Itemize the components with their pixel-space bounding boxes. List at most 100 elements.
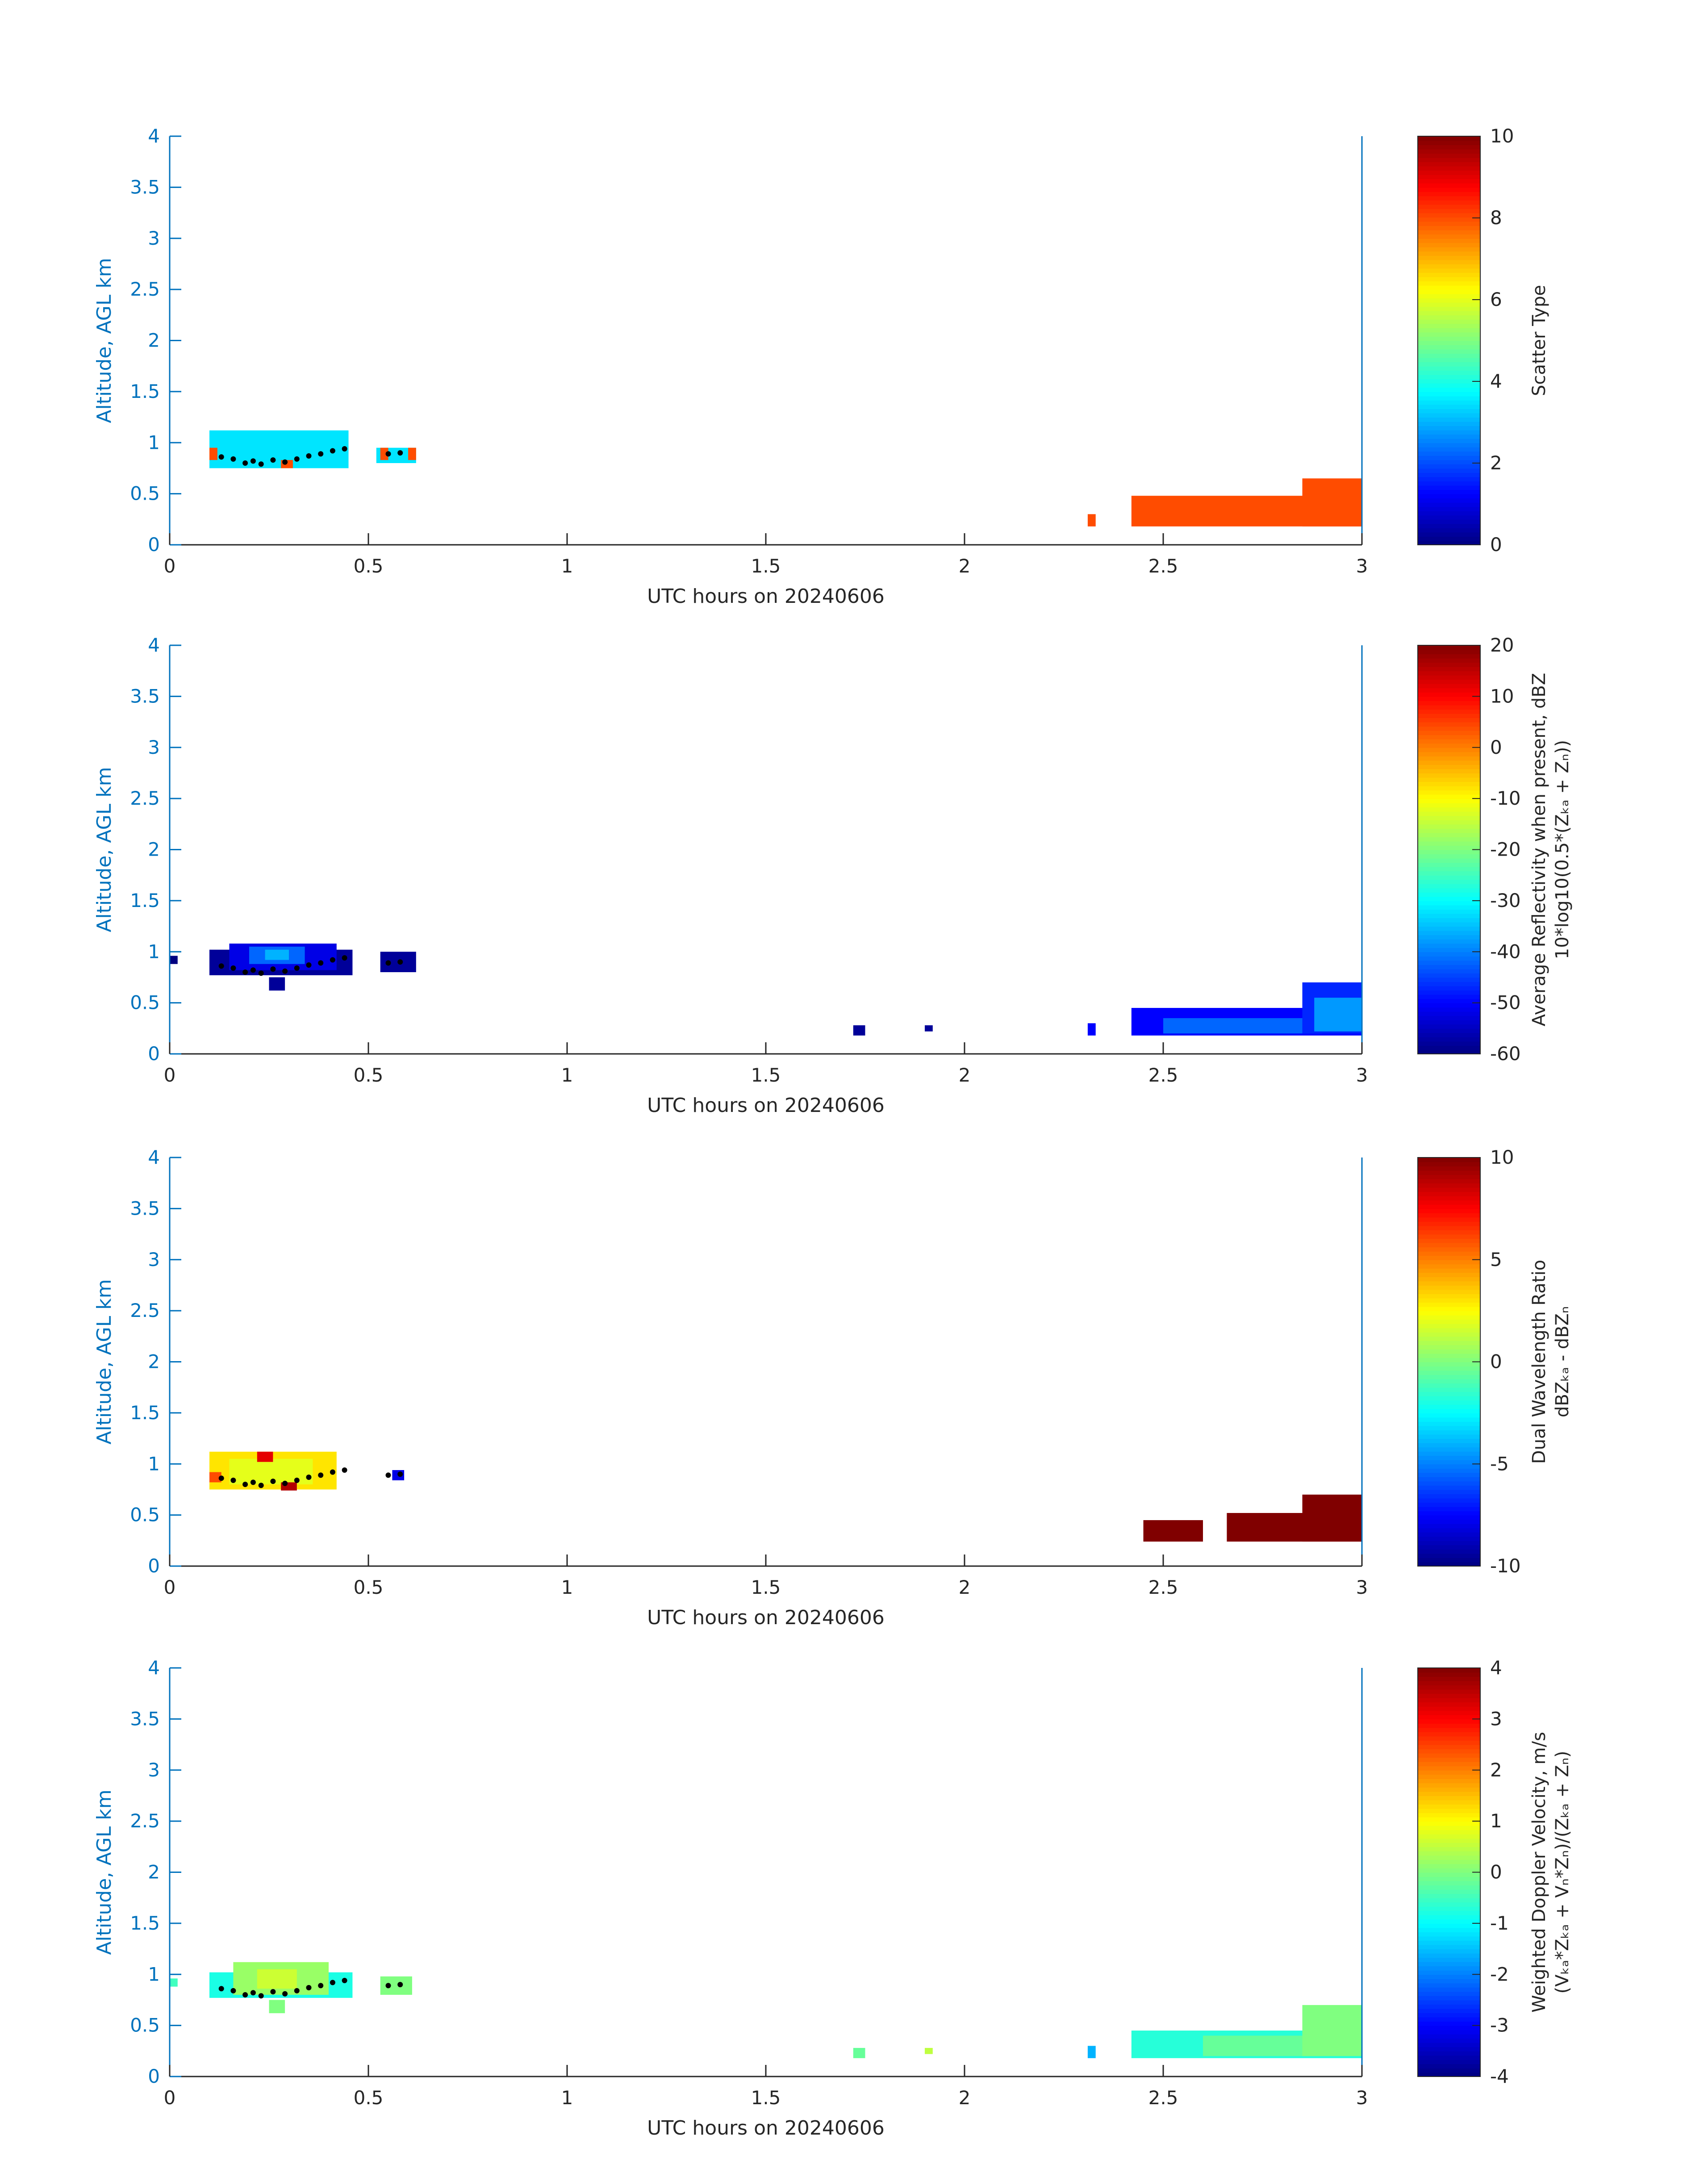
colorbar-segment — [1418, 1225, 1480, 1231]
cloud-base-point — [294, 456, 300, 462]
colorbar-segment — [1418, 781, 1480, 786]
colorbar-segment — [1418, 1808, 1480, 1813]
colorbar-segment — [1418, 523, 1480, 528]
colorbar-segment — [1418, 1015, 1480, 1020]
colorbar-segment — [1418, 179, 1480, 184]
colorbar-segment — [1418, 1830, 1480, 1834]
colorbar-segment — [1418, 2038, 1480, 2043]
x-tick-label: 0 — [164, 2087, 176, 2109]
colorbar-segment — [1418, 379, 1480, 384]
colorbar-segment — [1418, 1672, 1480, 1677]
colorbar-segment — [1418, 1804, 1480, 1809]
colorbar-segment — [1418, 1493, 1480, 1499]
colorbar-segment — [1418, 498, 1480, 503]
cloud-base-point — [282, 1480, 288, 1486]
cloud-base-point — [258, 1483, 264, 1488]
x-tick-label: 1 — [561, 2087, 573, 2109]
colorbar-segment — [1418, 1519, 1480, 1524]
colorbar-segment — [1418, 752, 1480, 756]
colorbar-segment — [1418, 819, 1480, 825]
colorbar-segment — [1418, 374, 1480, 380]
colorbar-segment — [1418, 1328, 1480, 1333]
colorbar-segment — [1418, 675, 1480, 680]
colorbar-segment — [1418, 1978, 1480, 1984]
colorbar-segment — [1418, 421, 1480, 426]
colorbar-segment — [1418, 1387, 1480, 1392]
x-tick-label: 3 — [1356, 1576, 1368, 1598]
y-tick-label: 0 — [148, 1555, 160, 1577]
heatmap-cells — [170, 943, 1362, 1036]
x-tick-label: 0 — [164, 1064, 176, 1086]
colorbar-segment — [1418, 1838, 1480, 1843]
colorbar-segment — [1418, 1247, 1480, 1252]
colorbar-segment — [1418, 1961, 1480, 1967]
colorbar-segment — [1418, 345, 1480, 350]
y-tick-label: 1.5 — [130, 1912, 160, 1934]
colorbar-segment — [1418, 2004, 1480, 2009]
cloud-base-point — [242, 1482, 248, 1487]
colorbar-segment — [1418, 811, 1480, 816]
cloud-base-point — [250, 967, 256, 973]
colorbar-segment — [1418, 815, 1480, 820]
y-axis-label: Altitude, AGL km — [93, 1789, 116, 1955]
y-tick-label: 1 — [148, 431, 160, 453]
colorbar-segment — [1418, 340, 1480, 346]
colorbar-segment — [1418, 871, 1480, 876]
cloud-base-point — [270, 1989, 276, 1995]
y-tick-label: 2.5 — [130, 1300, 160, 1321]
colorbar-segment — [1418, 1485, 1480, 1490]
colorbar-tick-label: 10 — [1490, 685, 1514, 707]
cloud-base-point — [385, 1472, 391, 1478]
x-tick-label: 0 — [164, 555, 176, 577]
colorbar-segment — [1418, 1778, 1480, 1784]
colorbar-segment — [1418, 332, 1480, 337]
colorbar-segment — [1418, 2008, 1480, 2014]
colorbar-tick-label: 2 — [1490, 1759, 1502, 1781]
colorbar-segment — [1418, 1842, 1480, 1847]
colorbar-segment — [1418, 1370, 1480, 1375]
colorbar-segment — [1418, 1515, 1480, 1520]
colorbar-segment — [1418, 1528, 1480, 1533]
colorbar-segment — [1418, 709, 1480, 714]
colorbar-segment — [1418, 1272, 1480, 1277]
colorbar-segment — [1418, 1813, 1480, 1818]
colorbar-tick-label: -10 — [1490, 787, 1521, 809]
colorbar-segment — [1418, 476, 1480, 482]
colorbar-tick-label: -30 — [1490, 890, 1521, 911]
x-tick-label: 2.5 — [1148, 1064, 1178, 1086]
colorbar-segment — [1418, 306, 1480, 311]
x-tick-label: 1.5 — [751, 1064, 781, 1086]
y-tick-label: 2.5 — [130, 278, 160, 300]
colorbar-segment — [1418, 1902, 1480, 1907]
colorbar-segment — [1418, 1855, 1480, 1860]
colorbar-segment — [1418, 866, 1480, 872]
colorbar-label: Dual Wavelength Ratio — [1529, 1260, 1549, 1464]
colorbar-segment — [1418, 849, 1480, 855]
colorbar-segment — [1418, 1400, 1480, 1405]
colorbar-segment — [1418, 1276, 1480, 1282]
colorbar-segment — [1418, 1306, 1480, 1312]
colorbar-segment — [1418, 1685, 1480, 1690]
cloud-base-point — [250, 458, 256, 464]
colorbar-segment — [1418, 1668, 1480, 1673]
colorbar-tick-label: -50 — [1490, 992, 1521, 1014]
colorbar-segment — [1418, 722, 1480, 727]
colorbar-segment — [1418, 1430, 1480, 1435]
y-tick-label: 2 — [148, 1351, 160, 1373]
colorbar-tick-label: 0 — [1490, 1351, 1502, 1373]
y-tick-label: 3 — [148, 1759, 160, 1781]
y-tick-label: 4 — [148, 634, 160, 656]
colorbar-segment — [1418, 370, 1480, 375]
cloud-base-point — [306, 1474, 312, 1480]
colorbar-segment — [1418, 1315, 1480, 1320]
heatmap-cells — [209, 1451, 1362, 1542]
colorbar-segment — [1418, 1200, 1480, 1205]
colorbar-segment — [1418, 828, 1480, 833]
colorbar-segment — [1418, 191, 1480, 196]
x-axis-label: UTC hours on 20240606 — [647, 585, 885, 608]
colorbar-segment — [1418, 1375, 1480, 1379]
y-tick-label: 0.5 — [130, 1504, 160, 1526]
colorbar-segment — [1418, 713, 1480, 719]
y-axis-label: Altitude, AGL km — [93, 767, 116, 932]
colorbar-segment — [1418, 883, 1480, 889]
